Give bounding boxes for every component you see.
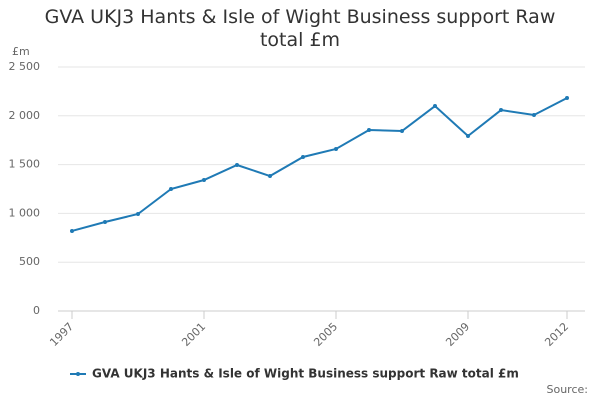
point bbox=[103, 219, 107, 224]
point bbox=[301, 154, 305, 159]
point bbox=[202, 178, 206, 183]
point bbox=[565, 96, 569, 101]
point bbox=[400, 129, 404, 134]
y-tick-label: 2 000 bbox=[9, 109, 41, 122]
x-tick-label: 2001 bbox=[179, 320, 208, 349]
y-tick-label: 500 bbox=[19, 255, 40, 268]
source: Source: bbox=[547, 383, 589, 396]
legend-marker bbox=[76, 372, 80, 376]
legend-label: GVA UKJ3 Hants & Isle of Wight Business … bbox=[92, 367, 519, 381]
point bbox=[70, 228, 74, 233]
x-tick-label: 2009 bbox=[443, 320, 472, 349]
point bbox=[532, 113, 536, 118]
point bbox=[367, 127, 371, 132]
series-line bbox=[71, 97, 568, 232]
point bbox=[334, 146, 338, 151]
point bbox=[433, 104, 437, 109]
point bbox=[499, 108, 503, 113]
point bbox=[169, 187, 173, 191]
point bbox=[466, 134, 470, 139]
point bbox=[268, 174, 272, 179]
y-tick-label: 2 500 bbox=[9, 60, 41, 73]
x-tick-label: 2012 bbox=[542, 320, 571, 349]
y-tick-label: 1 000 bbox=[9, 206, 41, 219]
y-axis-label: £m bbox=[12, 45, 30, 58]
y-tick-label: 1 500 bbox=[9, 158, 41, 171]
chart-title: GVA UKJ3 Hants & Isle of Wight Business … bbox=[44, 6, 556, 51]
x-tick-label: 1997 bbox=[47, 320, 76, 349]
point bbox=[235, 162, 239, 167]
y-tick-label: 0 bbox=[33, 304, 40, 317]
x-tick-label: 2005 bbox=[311, 320, 340, 349]
point bbox=[136, 211, 140, 216]
